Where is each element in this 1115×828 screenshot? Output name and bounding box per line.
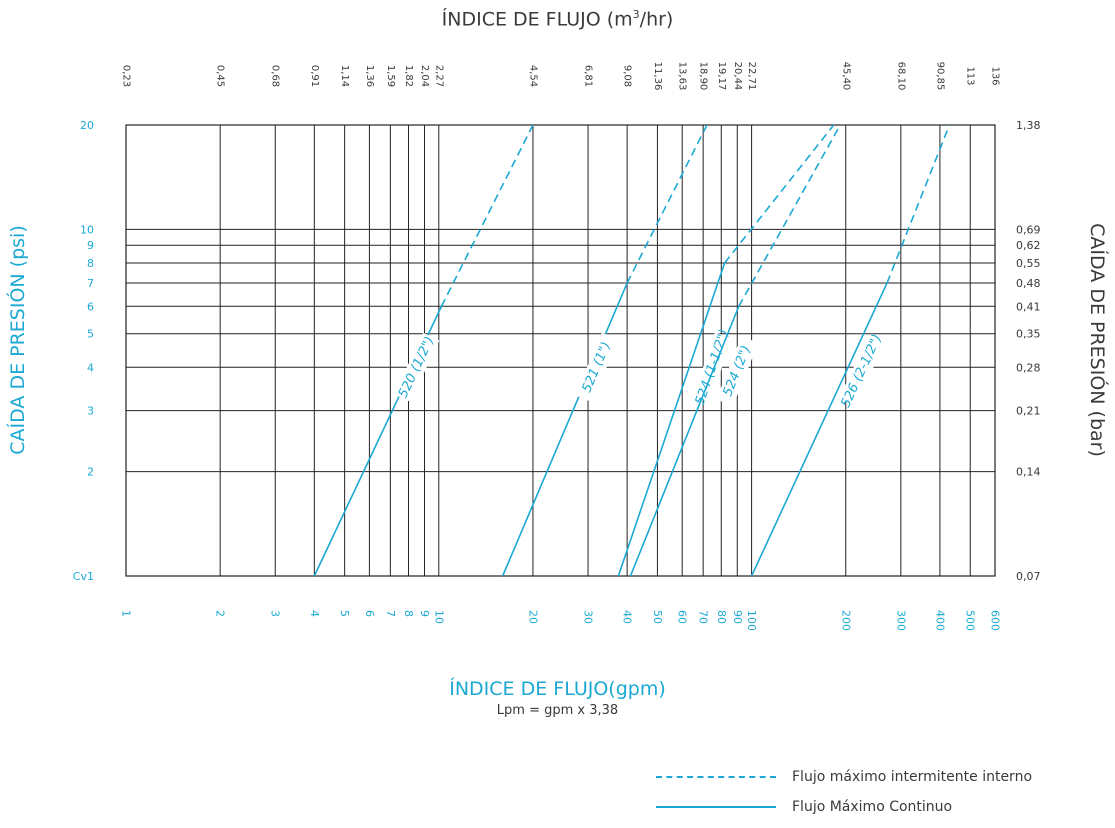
y-tick-label: 6 xyxy=(87,300,94,313)
bottom-axis-subtitle: Lpm = gpm x 3,38 xyxy=(496,703,619,718)
y-right-tick-label: 0,14 xyxy=(1016,466,1041,479)
x-top-tick-label: 90,85 xyxy=(934,62,945,91)
x-tick-label: 7 xyxy=(384,610,397,617)
legend-dashed-swatch xyxy=(656,776,776,778)
x-top-tick-label: 0,23 xyxy=(121,65,132,87)
x-tick-label: 20 xyxy=(526,610,539,624)
y-tick-label: 10 xyxy=(80,223,94,236)
x-tick-label: 40 xyxy=(621,610,634,624)
x-tick-label: 200 xyxy=(839,610,852,631)
x-tick-label: 1 xyxy=(120,610,133,617)
y-right-tick-label: 0,41 xyxy=(1016,300,1041,313)
x-tick-label: 600 xyxy=(989,610,1002,631)
x-top-tick-label: 18,90 xyxy=(698,62,709,91)
y-right-tick-label: 0,21 xyxy=(1016,405,1041,418)
x-tick-label: 90 xyxy=(731,610,744,624)
x-top-tick-label: 0,45 xyxy=(215,65,226,87)
x-top-tick-label: 1,82 xyxy=(403,65,414,87)
x-tick-label: 80 xyxy=(715,610,728,624)
legend-item-dashed: Flujo máximo intermitente interno xyxy=(656,762,1032,792)
y-right-tick-label: 0,55 xyxy=(1016,257,1041,270)
top-axis-title: ÍNDICE DE FLUJO (m3/hr) xyxy=(441,8,674,31)
x-tick-label: 500 xyxy=(964,610,977,631)
series-label-background xyxy=(693,332,732,403)
x-top-tick-label: 0,68 xyxy=(270,65,281,87)
y-tick-label: 9 xyxy=(87,239,94,252)
x-top-tick-label: 11,36 xyxy=(652,62,663,91)
x-top-tick-label: 1,59 xyxy=(385,65,396,87)
y-right-tick-label: 0,69 xyxy=(1016,223,1041,236)
legend-item-solid: Flujo Máximo Continuo xyxy=(656,792,1032,822)
x-tick-label: 300 xyxy=(894,610,907,631)
series-526-2-1-2-intermittent-line xyxy=(886,124,951,284)
x-tick-label: 8 xyxy=(402,610,415,617)
x-tick-label: 400 xyxy=(933,610,946,631)
x-tick-label: 30 xyxy=(582,610,595,624)
x-top-tick-label: 68,10 xyxy=(895,62,906,91)
x-tick-label: 50 xyxy=(651,610,664,624)
y-right-tick-label: 0,28 xyxy=(1016,361,1041,374)
y-tick-label: 7 xyxy=(87,277,94,290)
series-label-background xyxy=(575,332,619,403)
series-524-2-continuous-line xyxy=(629,305,740,577)
series-521-1-intermittent-line xyxy=(626,124,708,284)
x-tick-label: 10 xyxy=(432,610,445,624)
x-tick-label: 3 xyxy=(269,610,282,617)
y-right-tick-label: 0,35 xyxy=(1016,328,1041,341)
y-tick-label: 3 xyxy=(87,405,94,418)
x-top-tick-label: 45,40 xyxy=(840,62,851,91)
series-524-1-1-2-continuous-line xyxy=(617,262,726,577)
series-524-2-intermittent-line xyxy=(738,124,841,307)
x-top-tick-label: 19,17 xyxy=(716,62,727,91)
legend-solid-label: Flujo Máximo Continuo xyxy=(792,799,953,815)
plot-border xyxy=(125,124,996,577)
x-tick-label: 4 xyxy=(308,610,321,617)
x-tick-label: 70 xyxy=(697,610,710,624)
y-tick-label: 4 xyxy=(87,361,94,374)
y-tick-label: Cv1 xyxy=(73,570,94,583)
x-tick-label: 9 xyxy=(418,610,431,617)
x-top-tick-label: 22,71 xyxy=(746,62,757,91)
series-label-background xyxy=(839,336,885,406)
x-top-tick-label: 113 xyxy=(965,66,976,85)
legend: Flujo máximo intermitente interno Flujo … xyxy=(656,762,1032,822)
x-top-tick-label: 9,08 xyxy=(622,65,633,87)
y-right-tick-label: 1,38 xyxy=(1016,119,1041,132)
y-right-tick-label: 0,07 xyxy=(1016,570,1041,583)
legend-dashed-label: Flujo máximo intermitente interno xyxy=(792,769,1033,785)
series-label-background xyxy=(394,332,440,402)
x-top-tick-label: 1,36 xyxy=(364,65,375,87)
series-521-1-continuous-line xyxy=(501,282,628,577)
y-tick-label: 8 xyxy=(87,257,94,270)
bottom-axis-title: ÍNDICE DE FLUJO(gpm) xyxy=(449,678,666,700)
x-top-tick-label: 1,14 xyxy=(339,65,350,87)
x-tick-label: 2 xyxy=(214,610,227,617)
y-right-tick-label: 0,62 xyxy=(1016,239,1041,252)
legend-solid-swatch xyxy=(656,806,776,808)
x-top-tick-label: 13,63 xyxy=(677,62,688,91)
x-top-tick-label: 6,81 xyxy=(583,65,594,87)
x-top-tick-label: 4,54 xyxy=(527,65,538,87)
y-tick-label: 5 xyxy=(87,328,94,341)
series-label-background xyxy=(716,336,759,407)
x-top-tick-label: 0,91 xyxy=(309,65,320,87)
x-top-tick-label: 2,27 xyxy=(433,65,444,87)
x-top-tick-label: 20,44 xyxy=(732,62,743,91)
series-524-1-1-2-intermittent-line xyxy=(724,124,835,264)
x-tick-label: 60 xyxy=(676,610,689,624)
y-right-tick-label: 0,48 xyxy=(1016,277,1041,290)
series-520-1-2-intermittent-line xyxy=(440,124,534,307)
y-tick-label: 2 xyxy=(87,466,94,479)
x-top-tick-label: 2,04 xyxy=(419,65,430,87)
series-526-2-1-2-continuous-line xyxy=(750,282,888,577)
x-tick-label: 5 xyxy=(338,610,351,617)
x-tick-label: 100 xyxy=(745,610,758,631)
y-tick-label: 20 xyxy=(80,119,94,132)
x-top-tick-label: 136 xyxy=(990,66,1001,85)
x-tick-label: 6 xyxy=(363,610,376,617)
